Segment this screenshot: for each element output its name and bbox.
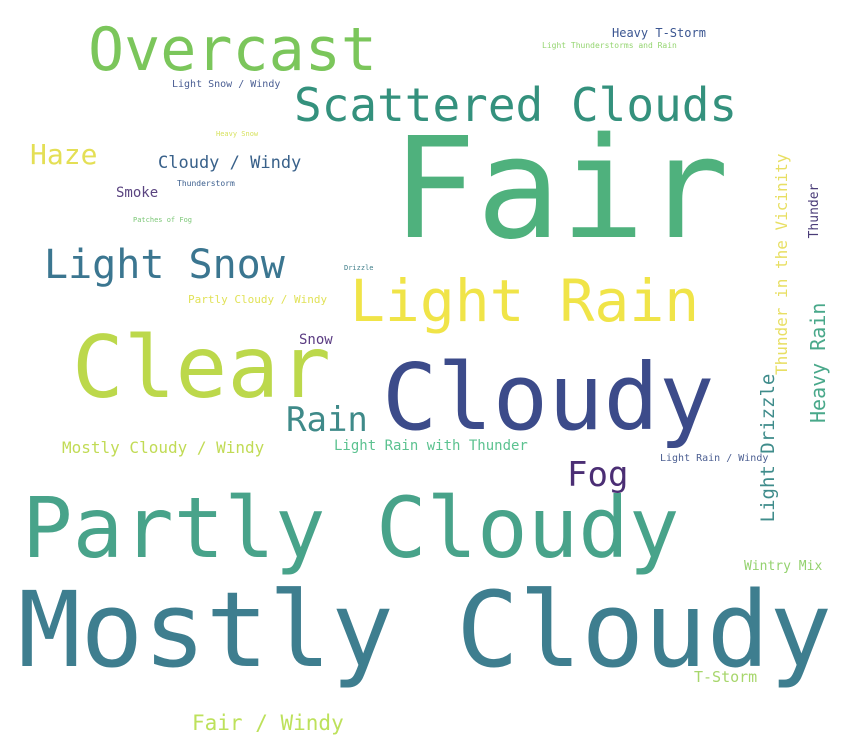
word-wintry-mix: Wintry Mix <box>744 559 823 574</box>
word-thunder-in-the-vicinity: Thunder in the Vicinity <box>772 153 791 375</box>
word-fair: Fair <box>392 108 730 271</box>
word-drizzle: Drizzle <box>344 264 374 272</box>
word-haze: Haze <box>30 138 98 171</box>
word-cloudy-windy: Cloudy / Windy <box>158 153 302 173</box>
word-patches-of-fog: Patches of Fog <box>133 216 193 224</box>
word-rain: Rain <box>286 400 368 440</box>
word-mostly-cloudy: Mostly Cloudy <box>18 569 832 691</box>
word-clear: Clear <box>72 318 331 418</box>
word-light-snow-windy: Light Snow / Windy <box>172 79 281 90</box>
word-light-rain: Light Rain <box>350 267 700 335</box>
word-overcast: Overcast <box>88 15 377 85</box>
word-heavy-rain: Heavy Rain <box>806 302 830 423</box>
word-partly-cloudy-windy: Partly Cloudy / Windy <box>188 293 328 306</box>
word-thunderstorm: Thunderstorm <box>177 179 235 188</box>
word-heavy-t-storm: Heavy T-Storm <box>612 26 706 40</box>
word-partly-cloudy: Partly Cloudy <box>22 479 680 577</box>
word-mostly-cloudy-windy: Mostly Cloudy / Windy <box>62 438 265 457</box>
word-fair-windy: Fair / Windy <box>192 711 344 735</box>
word-light-snow: Light Snow <box>44 242 285 288</box>
word-t-storm: T-Storm <box>694 668 758 686</box>
word-light-rain-windy: Light Rain / Windy <box>660 453 769 464</box>
word-thunder: Thunder <box>807 183 822 239</box>
word-heavy-snow: Heavy Snow <box>216 130 259 138</box>
word-scattered-clouds: Scattered Clouds <box>294 78 738 132</box>
word-snow: Snow <box>299 332 333 348</box>
word-smoke: Smoke <box>116 185 159 201</box>
word-light-drizzle: Light Drizzle <box>757 373 779 523</box>
word-fog: Fog <box>567 455 629 495</box>
word-light-thunderstorms-and-rain: Light Thunderstorms and Rain <box>542 41 677 50</box>
word-cloudy: Cloudy <box>382 344 715 451</box>
word-light-rain-with-thunder: Light Rain with Thunder <box>334 438 528 454</box>
